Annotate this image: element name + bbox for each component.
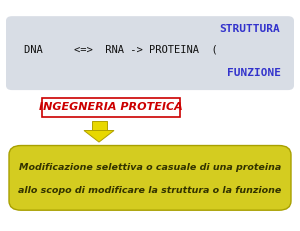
Text: STRUTTURA: STRUTTURA <box>219 24 280 34</box>
Bar <box>92 121 106 131</box>
Text: FUNZIONE: FUNZIONE <box>226 68 280 78</box>
FancyBboxPatch shape <box>9 146 291 210</box>
FancyBboxPatch shape <box>6 16 294 90</box>
Text: INGEGNERIA PROTEICA: INGEGNERIA PROTEICA <box>39 102 183 112</box>
FancyBboxPatch shape <box>42 97 180 117</box>
Polygon shape <box>84 131 114 142</box>
Text: allo scopo di modificare la struttura o la funzione: allo scopo di modificare la struttura o … <box>18 186 282 195</box>
Text: DNA     <=>  RNA -> PROTEINA  (: DNA <=> RNA -> PROTEINA ( <box>24 45 218 55</box>
Text: Modificazione selettiva o casuale di una proteina: Modificazione selettiva o casuale di una… <box>19 163 281 172</box>
